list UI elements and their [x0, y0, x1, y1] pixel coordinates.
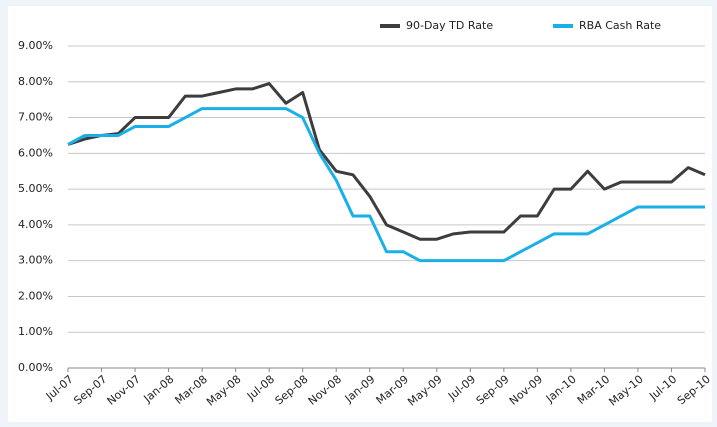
y-tick-label: 6.00%: [18, 146, 53, 159]
y-tick-label: 1.00%: [18, 325, 53, 338]
y-tick-label: 5.00%: [18, 182, 53, 195]
y-tick-label: 8.00%: [18, 75, 53, 88]
y-tick-label: 4.00%: [18, 218, 53, 231]
legend-label: 90-Day TD Rate: [406, 19, 493, 32]
plot-background: [8, 6, 712, 422]
legend-label: RBA Cash Rate: [579, 19, 661, 32]
y-tick-label: 9.00%: [18, 39, 53, 52]
series-line: [67, 82, 706, 241]
y-tick-label: 0.00%: [18, 361, 53, 374]
y-tick-label: 7.00%: [18, 111, 53, 124]
series-line: [67, 107, 705, 263]
y-tick-label: 3.00%: [18, 254, 53, 267]
y-tick-label: 2.00%: [18, 289, 53, 302]
